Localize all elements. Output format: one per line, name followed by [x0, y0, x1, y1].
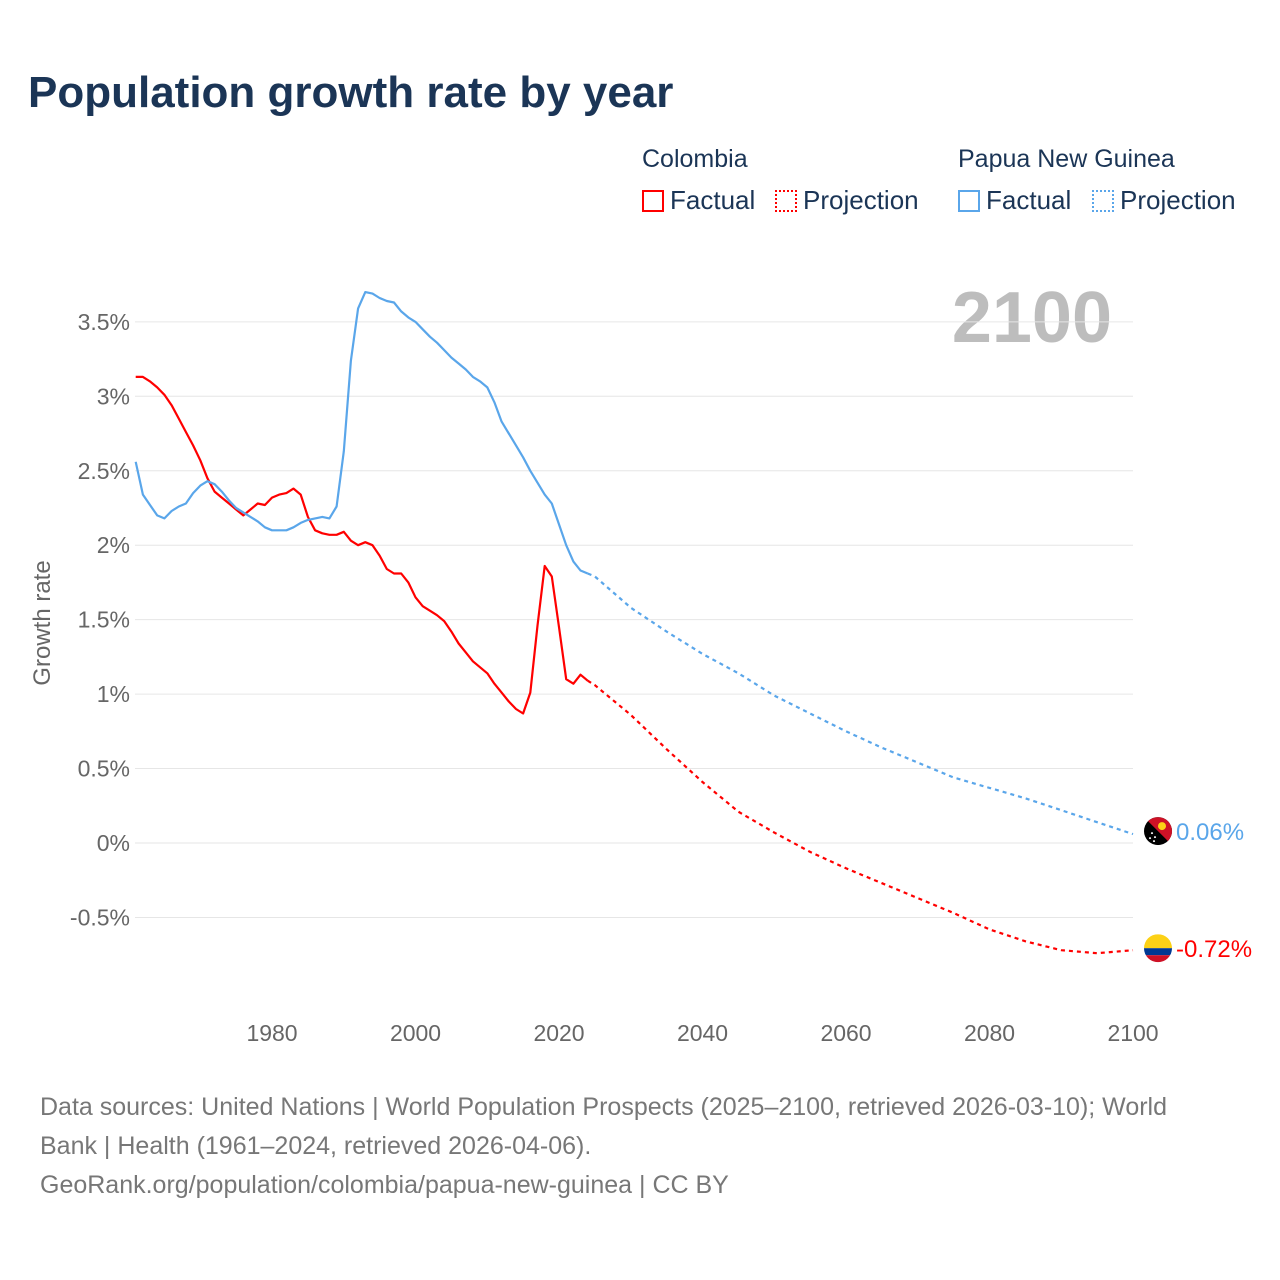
papua-new-guinea-flag-icon: [1144, 817, 1172, 846]
x-tick-label: 1980: [246, 1020, 297, 1046]
colombia-end-label: -0.72%: [1176, 936, 1252, 963]
legend-label: Projection: [803, 185, 919, 215]
legend-swatch-solid: [642, 189, 664, 212]
y-tick-label: -0.5%: [70, 904, 130, 930]
legend-png-factual[interactable]: Factual: [958, 185, 1071, 216]
y-tick-label: 3.5%: [78, 309, 130, 335]
x-tick-label: 2000: [390, 1020, 441, 1046]
source-link[interactable]: GeoRank.org/population/colombia/papua-ne…: [40, 1171, 729, 1199]
y-tick-label: 0.5%: [78, 756, 130, 782]
legend-label: Factual: [986, 185, 1072, 215]
x-tick-label: 2060: [820, 1020, 871, 1046]
footer: Data sources: United Nations | World Pop…: [40, 1088, 1230, 1205]
legend-png-heading: Papua New Guinea: [958, 145, 1175, 173]
year-watermark: 2100: [952, 278, 1112, 358]
y-tick-label: 2%: [97, 532, 130, 558]
papua-new-guinea-projection-line: [587, 572, 1134, 836]
y-tick-label: 1.5%: [78, 607, 130, 633]
papua-new-guinea-factual-line: [134, 291, 589, 575]
data-sources: Data sources: United Nations | World Pop…: [40, 1093, 1168, 1160]
legend-label: Factual: [670, 185, 756, 215]
x-tick-label: 2020: [533, 1020, 584, 1046]
y-tick-label: 0%: [97, 830, 130, 856]
legend-swatch-dotted: [1092, 189, 1114, 212]
y-tick-label: 3%: [97, 383, 130, 409]
legend-colombia-heading: Colombia: [642, 145, 748, 173]
legend-colombia-factual[interactable]: Factual: [642, 185, 755, 216]
x-tick-label: 2100: [1107, 1020, 1158, 1046]
x-tick-label: 2040: [677, 1020, 728, 1046]
page-title: Population growth rate by year: [28, 68, 674, 117]
colombia-factual-line: [135, 375, 589, 715]
y-axis-label: Growth rate: [29, 560, 56, 685]
colombia-projection-line: [587, 679, 1134, 955]
y-tick-label: 1%: [97, 681, 130, 707]
y-tick-label: 2.5%: [78, 458, 130, 484]
x-tick-label: 2080: [964, 1020, 1015, 1046]
legend-swatch-dotted: [775, 189, 797, 212]
legend-label: Projection: [1120, 185, 1236, 215]
legend-png-projection[interactable]: Projection: [1092, 185, 1236, 216]
papua-new-guinea-end-label: 0.06%: [1176, 819, 1244, 846]
legend-swatch-solid: [958, 189, 980, 212]
colombia-flag-icon: [1144, 934, 1172, 963]
legend-colombia-projection[interactable]: Projection: [775, 185, 919, 216]
